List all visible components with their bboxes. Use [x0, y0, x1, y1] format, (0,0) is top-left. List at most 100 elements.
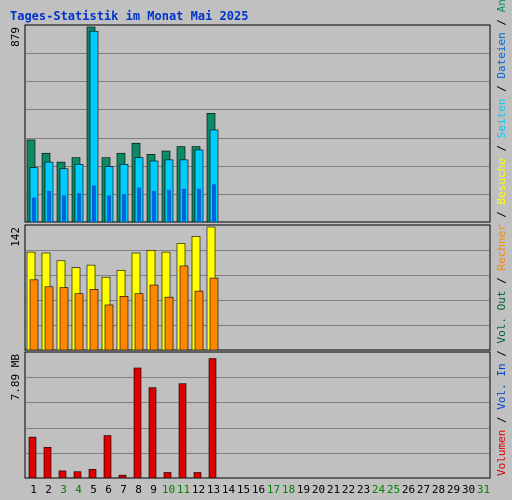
- bar-rechner: [179, 265, 189, 351]
- x-tick-label: 7: [120, 483, 127, 496]
- bar-seiten: [47, 190, 51, 222]
- bar-seiten: [152, 190, 156, 222]
- bars-bottom: [28, 358, 217, 479]
- bar-seiten: [32, 197, 36, 222]
- bar-volumen: [178, 383, 187, 479]
- x-tick-label: 31: [477, 483, 490, 496]
- bar-rechner: [194, 290, 204, 351]
- x-tick-label: 9: [150, 483, 157, 496]
- x-tick-label: 17: [267, 483, 280, 496]
- legend-part: /: [495, 410, 508, 430]
- bar-volumen: [88, 469, 97, 479]
- bar-seiten: [137, 187, 141, 222]
- bar-volumen: [208, 358, 217, 479]
- chart-title: Tages-Statistik im Monat Mai 2025: [10, 9, 248, 23]
- x-tick-label: 27: [417, 483, 430, 496]
- legend-part: Vol. Out: [495, 291, 508, 344]
- x-tick-label: 2: [45, 483, 52, 496]
- x-tick-label: 24: [372, 483, 386, 496]
- legend-part: /: [495, 12, 508, 32]
- x-tick-label: 26: [402, 483, 415, 496]
- bar-volumen: [103, 435, 112, 479]
- bar-rechner: [29, 279, 39, 351]
- bar-rechner: [164, 296, 174, 351]
- x-tick-label: 10: [162, 483, 175, 496]
- bar-rechner: [44, 286, 54, 351]
- legend-part: Seiten: [495, 98, 508, 138]
- x-tick-label: 1: [30, 483, 37, 496]
- bar-seiten: [167, 189, 171, 222]
- x-tick-label: 23: [357, 483, 370, 496]
- x-tick-label: 25: [387, 483, 400, 496]
- bar-volumen: [58, 470, 67, 479]
- x-tick-label: 15: [237, 483, 250, 496]
- bar-seiten: [77, 193, 81, 222]
- bar-rechner: [134, 293, 144, 351]
- bar-rechner: [104, 304, 114, 351]
- legend-part: Besuche: [495, 158, 508, 204]
- bar-seiten: [182, 188, 186, 222]
- bar-volumen: [148, 387, 157, 479]
- bar-seiten: [92, 185, 96, 222]
- bar-volumen: [133, 367, 142, 479]
- x-tick-label: 16: [252, 483, 265, 496]
- bar-seiten: [122, 194, 126, 222]
- bar-volumen: [118, 474, 127, 479]
- x-axis-labels: 1 2 3 4 5 6 7 8 9 10 11 12 13 14 15 16 17 18 19 20 21 22 23 24 2…: [30, 483, 490, 496]
- bar-volumen: [193, 472, 202, 479]
- bar-volumen: [43, 447, 52, 479]
- legend-part: /: [495, 204, 508, 224]
- x-tick-label: 6: [105, 483, 112, 496]
- x-tick-label: 29: [447, 483, 460, 496]
- legend-part: /: [495, 344, 508, 364]
- bar-seiten: [62, 195, 66, 222]
- x-tick-label: 13: [207, 483, 220, 496]
- bar-rechner: [119, 295, 129, 351]
- bar-volumen: [28, 436, 37, 479]
- x-tick-label: 28: [432, 483, 445, 496]
- bar-rechner: [59, 287, 69, 351]
- legend-part: Rechner: [495, 224, 508, 271]
- y-max-label: 879: [9, 27, 22, 47]
- panel-bottom: 7.89 MB: [9, 351, 491, 479]
- panel-middle: 142: [9, 224, 491, 351]
- legend-part: Dateien: [495, 32, 508, 78]
- x-tick-label: 19: [297, 483, 310, 496]
- bar-rechner: [209, 277, 219, 351]
- x-tick-label: 22: [342, 483, 355, 496]
- y-max-label: 142: [9, 227, 22, 247]
- bar-rechner: [89, 289, 99, 351]
- panel-top: 879: [9, 24, 491, 223]
- x-tick-label: 5: [90, 483, 97, 496]
- legend-part: Anfragen: [495, 0, 508, 12]
- bar-rechner: [74, 293, 84, 351]
- bar-seiten: [107, 195, 111, 222]
- x-tick-label: 20: [312, 483, 325, 496]
- legend-part: Volumen: [495, 430, 508, 476]
- bar-rechner: [149, 284, 159, 351]
- y-max-label: 7.89 MB: [9, 354, 22, 401]
- legend-part: /: [495, 271, 508, 291]
- bar-seiten: [197, 188, 201, 222]
- x-tick-label: 30: [462, 483, 475, 496]
- panel-frame: [24, 351, 491, 479]
- x-tick-label: 11: [177, 483, 190, 496]
- bar-volumen: [163, 472, 172, 479]
- legend-part: /: [495, 138, 508, 158]
- x-tick-label: 14: [222, 483, 236, 496]
- x-tick-label: 8: [135, 483, 142, 496]
- bar-seiten: [212, 184, 216, 222]
- x-tick-label: 3: [60, 483, 67, 496]
- x-tick-label: 12: [192, 483, 205, 496]
- legend-part: Vol. In: [495, 363, 508, 409]
- x-tick-label: 4: [75, 483, 82, 496]
- legend-side-label: Volumen / Vol. In / Vol. Out / Rechner /…: [495, 0, 508, 476]
- x-tick-label: 21: [327, 483, 340, 496]
- bars-top: [26, 26, 219, 223]
- chart-panels: 879 142 7.89 MB: [9, 24, 491, 479]
- legend-part: /: [495, 79, 508, 99]
- x-tick-label: 18: [282, 483, 295, 496]
- bar-volumen: [73, 471, 82, 479]
